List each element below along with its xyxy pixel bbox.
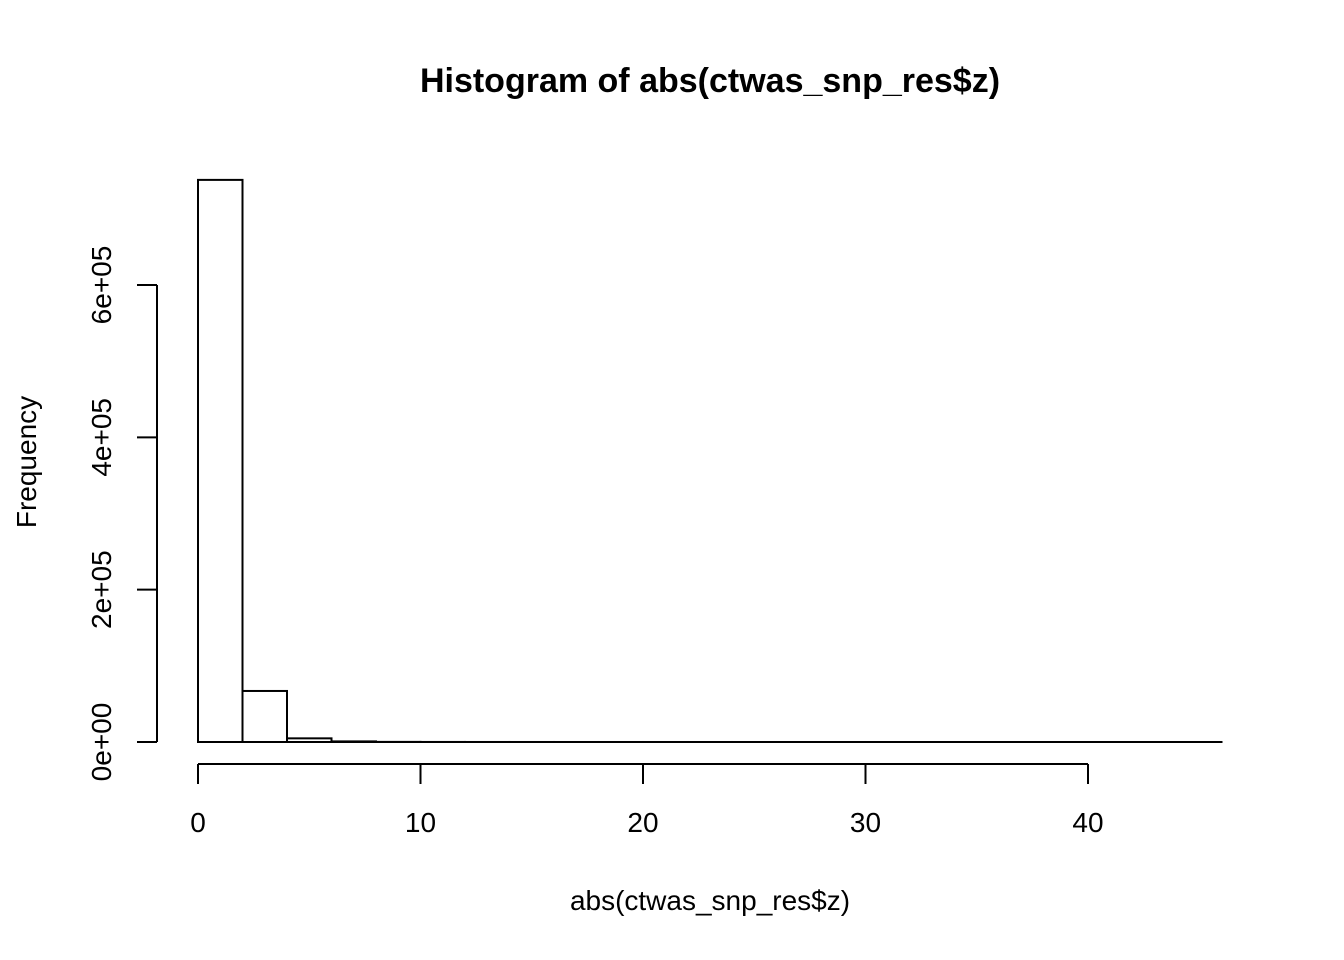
y-tick-label: 0e+00	[86, 703, 117, 782]
x-tick-label: 10	[405, 807, 436, 838]
bars-group	[197, 178, 1223, 744]
x-tick-label: 40	[1072, 807, 1103, 838]
y-tick-label: 6e+05	[86, 246, 117, 325]
histogram-bar	[241, 689, 288, 743]
y-tick-label: 2e+05	[86, 550, 117, 629]
y-tick-label: 4e+05	[86, 398, 117, 477]
x-tick-label: 0	[190, 807, 206, 838]
x-axis: 0 10 20 30 40	[190, 763, 1104, 838]
histogram-bar	[197, 178, 244, 743]
x-tick-label: 30	[850, 807, 881, 838]
y-axis: 0e+00 2e+05 4e+05 6e+05	[86, 246, 158, 782]
x-tick-label: 20	[627, 807, 658, 838]
x-axis-label: abs(ctwas_snp_res$z)	[570, 885, 850, 916]
histogram-bar	[330, 740, 377, 744]
y-axis-label: Frequency	[11, 396, 42, 528]
chart-title: Histogram of abs(ctwas_snp_res$z)	[420, 62, 1000, 100]
histogram-bar	[286, 737, 333, 743]
